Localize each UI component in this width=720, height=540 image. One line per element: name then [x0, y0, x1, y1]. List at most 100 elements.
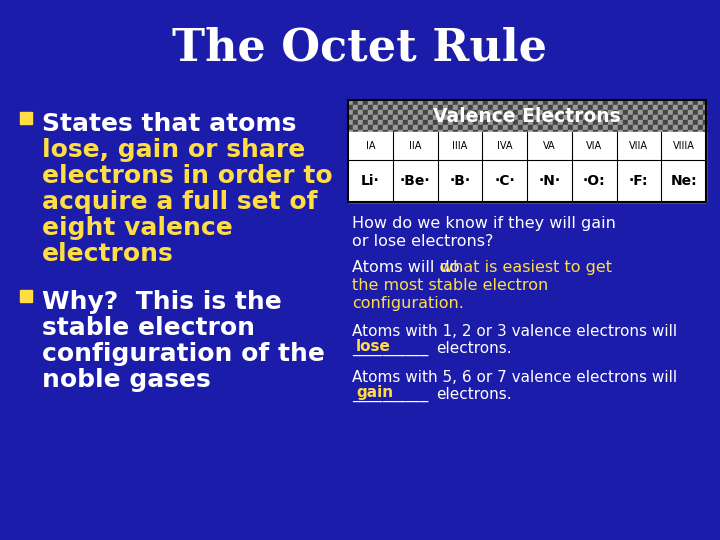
- Bar: [703, 125, 706, 130]
- Bar: [653, 130, 658, 132]
- Bar: [408, 100, 413, 105]
- Text: ·F:: ·F:: [629, 174, 649, 188]
- Bar: [453, 115, 458, 120]
- Bar: [593, 115, 598, 120]
- Bar: [383, 120, 388, 125]
- Text: stable electron: stable electron: [42, 316, 255, 340]
- Bar: [638, 125, 643, 130]
- Bar: [618, 105, 623, 110]
- Bar: [368, 100, 373, 105]
- Bar: [468, 125, 473, 130]
- Bar: [658, 125, 663, 130]
- Bar: [583, 105, 588, 110]
- Bar: [668, 130, 673, 132]
- Bar: [433, 125, 438, 130]
- Bar: [453, 130, 458, 132]
- Bar: [623, 120, 628, 125]
- Bar: [628, 100, 633, 105]
- Bar: [693, 120, 698, 125]
- Bar: [428, 110, 433, 115]
- Bar: [378, 100, 383, 105]
- Bar: [358, 110, 363, 115]
- Bar: [673, 120, 678, 125]
- Bar: [628, 130, 633, 132]
- Bar: [403, 125, 408, 130]
- Bar: [488, 110, 493, 115]
- Bar: [373, 120, 378, 125]
- Bar: [383, 105, 388, 110]
- Bar: [658, 105, 663, 110]
- Bar: [668, 125, 673, 130]
- Bar: [428, 115, 433, 120]
- Bar: [703, 100, 706, 105]
- Bar: [688, 105, 693, 110]
- Bar: [613, 105, 618, 110]
- Bar: [568, 130, 573, 132]
- Bar: [398, 130, 403, 132]
- Bar: [638, 100, 643, 105]
- Bar: [663, 130, 668, 132]
- Bar: [398, 100, 403, 105]
- Text: ·N·: ·N·: [539, 174, 560, 188]
- Bar: [698, 100, 703, 105]
- Text: electrons.: electrons.: [436, 341, 512, 356]
- Bar: [513, 120, 518, 125]
- Bar: [523, 105, 528, 110]
- Bar: [693, 130, 698, 132]
- Bar: [663, 105, 668, 110]
- Bar: [703, 115, 706, 120]
- Bar: [533, 115, 538, 120]
- Bar: [463, 110, 468, 115]
- Bar: [688, 100, 693, 105]
- Bar: [568, 105, 573, 110]
- Bar: [433, 120, 438, 125]
- Bar: [533, 105, 538, 110]
- Bar: [488, 100, 493, 105]
- Text: IVA: IVA: [497, 141, 513, 151]
- Bar: [443, 120, 448, 125]
- Bar: [383, 115, 388, 120]
- Bar: [408, 125, 413, 130]
- Bar: [628, 110, 633, 115]
- Bar: [558, 130, 563, 132]
- Bar: [613, 125, 618, 130]
- Bar: [698, 120, 703, 125]
- Bar: [473, 130, 478, 132]
- Bar: [538, 125, 543, 130]
- Bar: [398, 105, 403, 110]
- Text: __________: __________: [352, 341, 428, 356]
- Bar: [458, 105, 463, 110]
- Bar: [408, 110, 413, 115]
- Bar: [348, 132, 706, 202]
- Bar: [538, 110, 543, 115]
- Bar: [488, 115, 493, 120]
- Bar: [368, 125, 373, 130]
- Bar: [653, 105, 658, 110]
- Bar: [668, 120, 673, 125]
- Bar: [383, 110, 388, 115]
- Text: The Octet Rule: The Octet Rule: [173, 26, 547, 70]
- Bar: [378, 110, 383, 115]
- Bar: [633, 115, 638, 120]
- Bar: [508, 105, 513, 110]
- Bar: [668, 100, 673, 105]
- Bar: [448, 115, 453, 120]
- Text: lose, gain or share: lose, gain or share: [42, 138, 305, 162]
- Bar: [683, 120, 688, 125]
- Bar: [548, 105, 553, 110]
- Bar: [653, 120, 658, 125]
- Bar: [663, 100, 668, 105]
- Bar: [598, 125, 603, 130]
- Bar: [618, 100, 623, 105]
- Bar: [483, 105, 488, 110]
- Bar: [498, 125, 503, 130]
- Bar: [548, 130, 553, 132]
- Bar: [523, 110, 528, 115]
- Bar: [493, 110, 498, 115]
- Text: configuration of the: configuration of the: [42, 342, 325, 366]
- Text: Atoms will do: Atoms will do: [352, 260, 464, 275]
- Bar: [358, 130, 363, 132]
- Bar: [348, 100, 706, 202]
- Bar: [558, 110, 563, 115]
- Bar: [448, 125, 453, 130]
